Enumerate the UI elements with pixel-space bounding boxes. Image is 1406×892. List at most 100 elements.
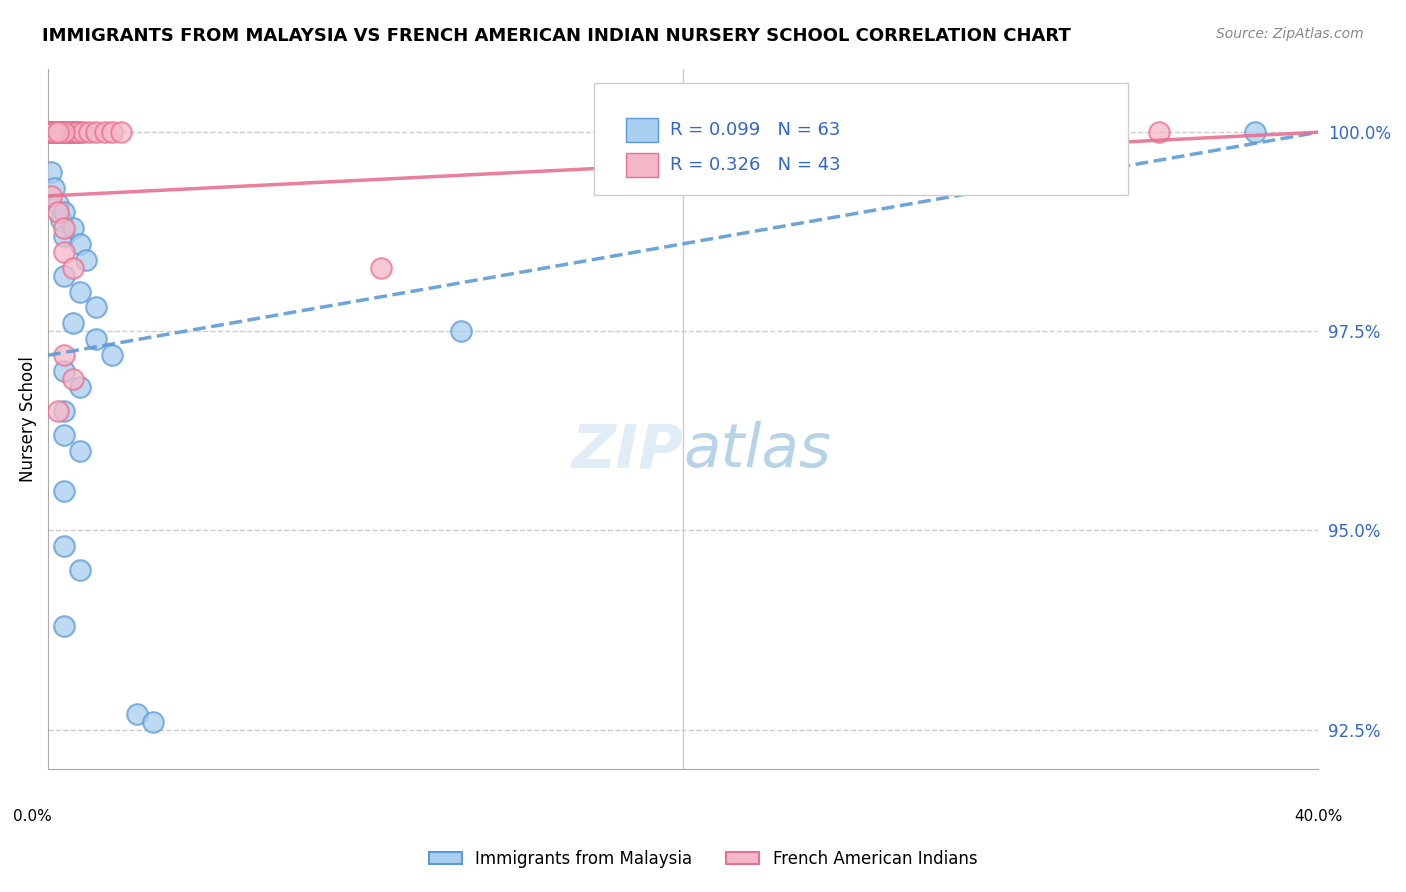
Point [52,125,75,139]
Point [69,285,91,299]
Point [52,125,75,139]
Point [65,125,87,139]
Point [450,324,472,338]
Point [44,125,66,139]
Point [44,125,66,139]
Point [46,404,69,418]
FancyBboxPatch shape [626,118,658,142]
Point [39,125,62,139]
Point [370,260,392,275]
Point [84,125,107,139]
Point [46,125,69,139]
Point [59,125,82,139]
Point [44,125,66,139]
Point [39,125,62,139]
Point [44,181,66,195]
Point [56,125,79,139]
Point [44,125,66,139]
Point [38,125,60,139]
Point [100,125,122,139]
Point [46,125,69,139]
Point [46,125,69,139]
Point [38,125,60,139]
Point [110,125,132,139]
Point [52,125,75,139]
Point [38,125,60,139]
Point [39,125,62,139]
Point [52,228,75,243]
Point [62,125,84,139]
Point [62,260,84,275]
Point [46,125,69,139]
Point [49,212,72,227]
Point [52,205,75,219]
Point [52,268,75,283]
Point [49,125,72,139]
Point [52,125,75,139]
Text: 40.0%: 40.0% [1294,809,1343,824]
Point [42,125,65,139]
Point [46,205,69,219]
Point [49,125,72,139]
Point [69,443,91,458]
Point [42,125,65,139]
Point [94,125,117,139]
Point [62,125,84,139]
Point [48,125,70,139]
Point [62,317,84,331]
Point [59,125,82,139]
Point [52,220,75,235]
Point [44,125,66,139]
Point [1149,125,1171,139]
Point [142,714,165,729]
Point [46,125,69,139]
Point [38,125,60,139]
Point [44,125,66,139]
Point [62,372,84,386]
Point [46,197,69,211]
Point [69,236,91,251]
Point [52,483,75,498]
Point [84,301,107,315]
Point [1243,125,1265,139]
Text: R = 0.099   N = 63: R = 0.099 N = 63 [671,120,841,138]
Point [52,404,75,418]
Point [84,332,107,346]
Y-axis label: Nursery School: Nursery School [18,356,37,482]
Point [46,125,69,139]
Point [49,125,72,139]
Point [52,348,75,362]
Point [69,125,91,139]
Point [39,189,62,203]
FancyBboxPatch shape [626,153,658,178]
Point [56,125,79,139]
Point [39,125,62,139]
Point [69,380,91,394]
Text: R = 0.326   N = 43: R = 0.326 N = 43 [671,155,841,174]
Point [125,706,148,721]
Point [72,125,94,139]
Text: atlas: atlas [683,421,831,481]
Point [75,252,97,267]
Text: 0.0%: 0.0% [13,809,52,824]
Point [69,563,91,577]
Legend: Immigrants from Malaysia, French American Indians: Immigrants from Malaysia, French America… [422,844,984,875]
Point [45,125,67,139]
Point [49,125,72,139]
Point [59,125,82,139]
Point [39,125,62,139]
Point [77,125,100,139]
FancyBboxPatch shape [595,83,1128,194]
Point [52,244,75,259]
Point [52,364,75,378]
Point [52,540,75,554]
Point [52,428,75,442]
Point [39,125,62,139]
Text: ZIP: ZIP [571,421,683,481]
Text: IMMIGRANTS FROM MALAYSIA VS FRENCH AMERICAN INDIAN NURSERY SCHOOL CORRELATION CH: IMMIGRANTS FROM MALAYSIA VS FRENCH AMERI… [42,27,1071,45]
Point [38,125,60,139]
Point [62,220,84,235]
Point [100,348,122,362]
Point [39,165,62,179]
Point [65,125,87,139]
